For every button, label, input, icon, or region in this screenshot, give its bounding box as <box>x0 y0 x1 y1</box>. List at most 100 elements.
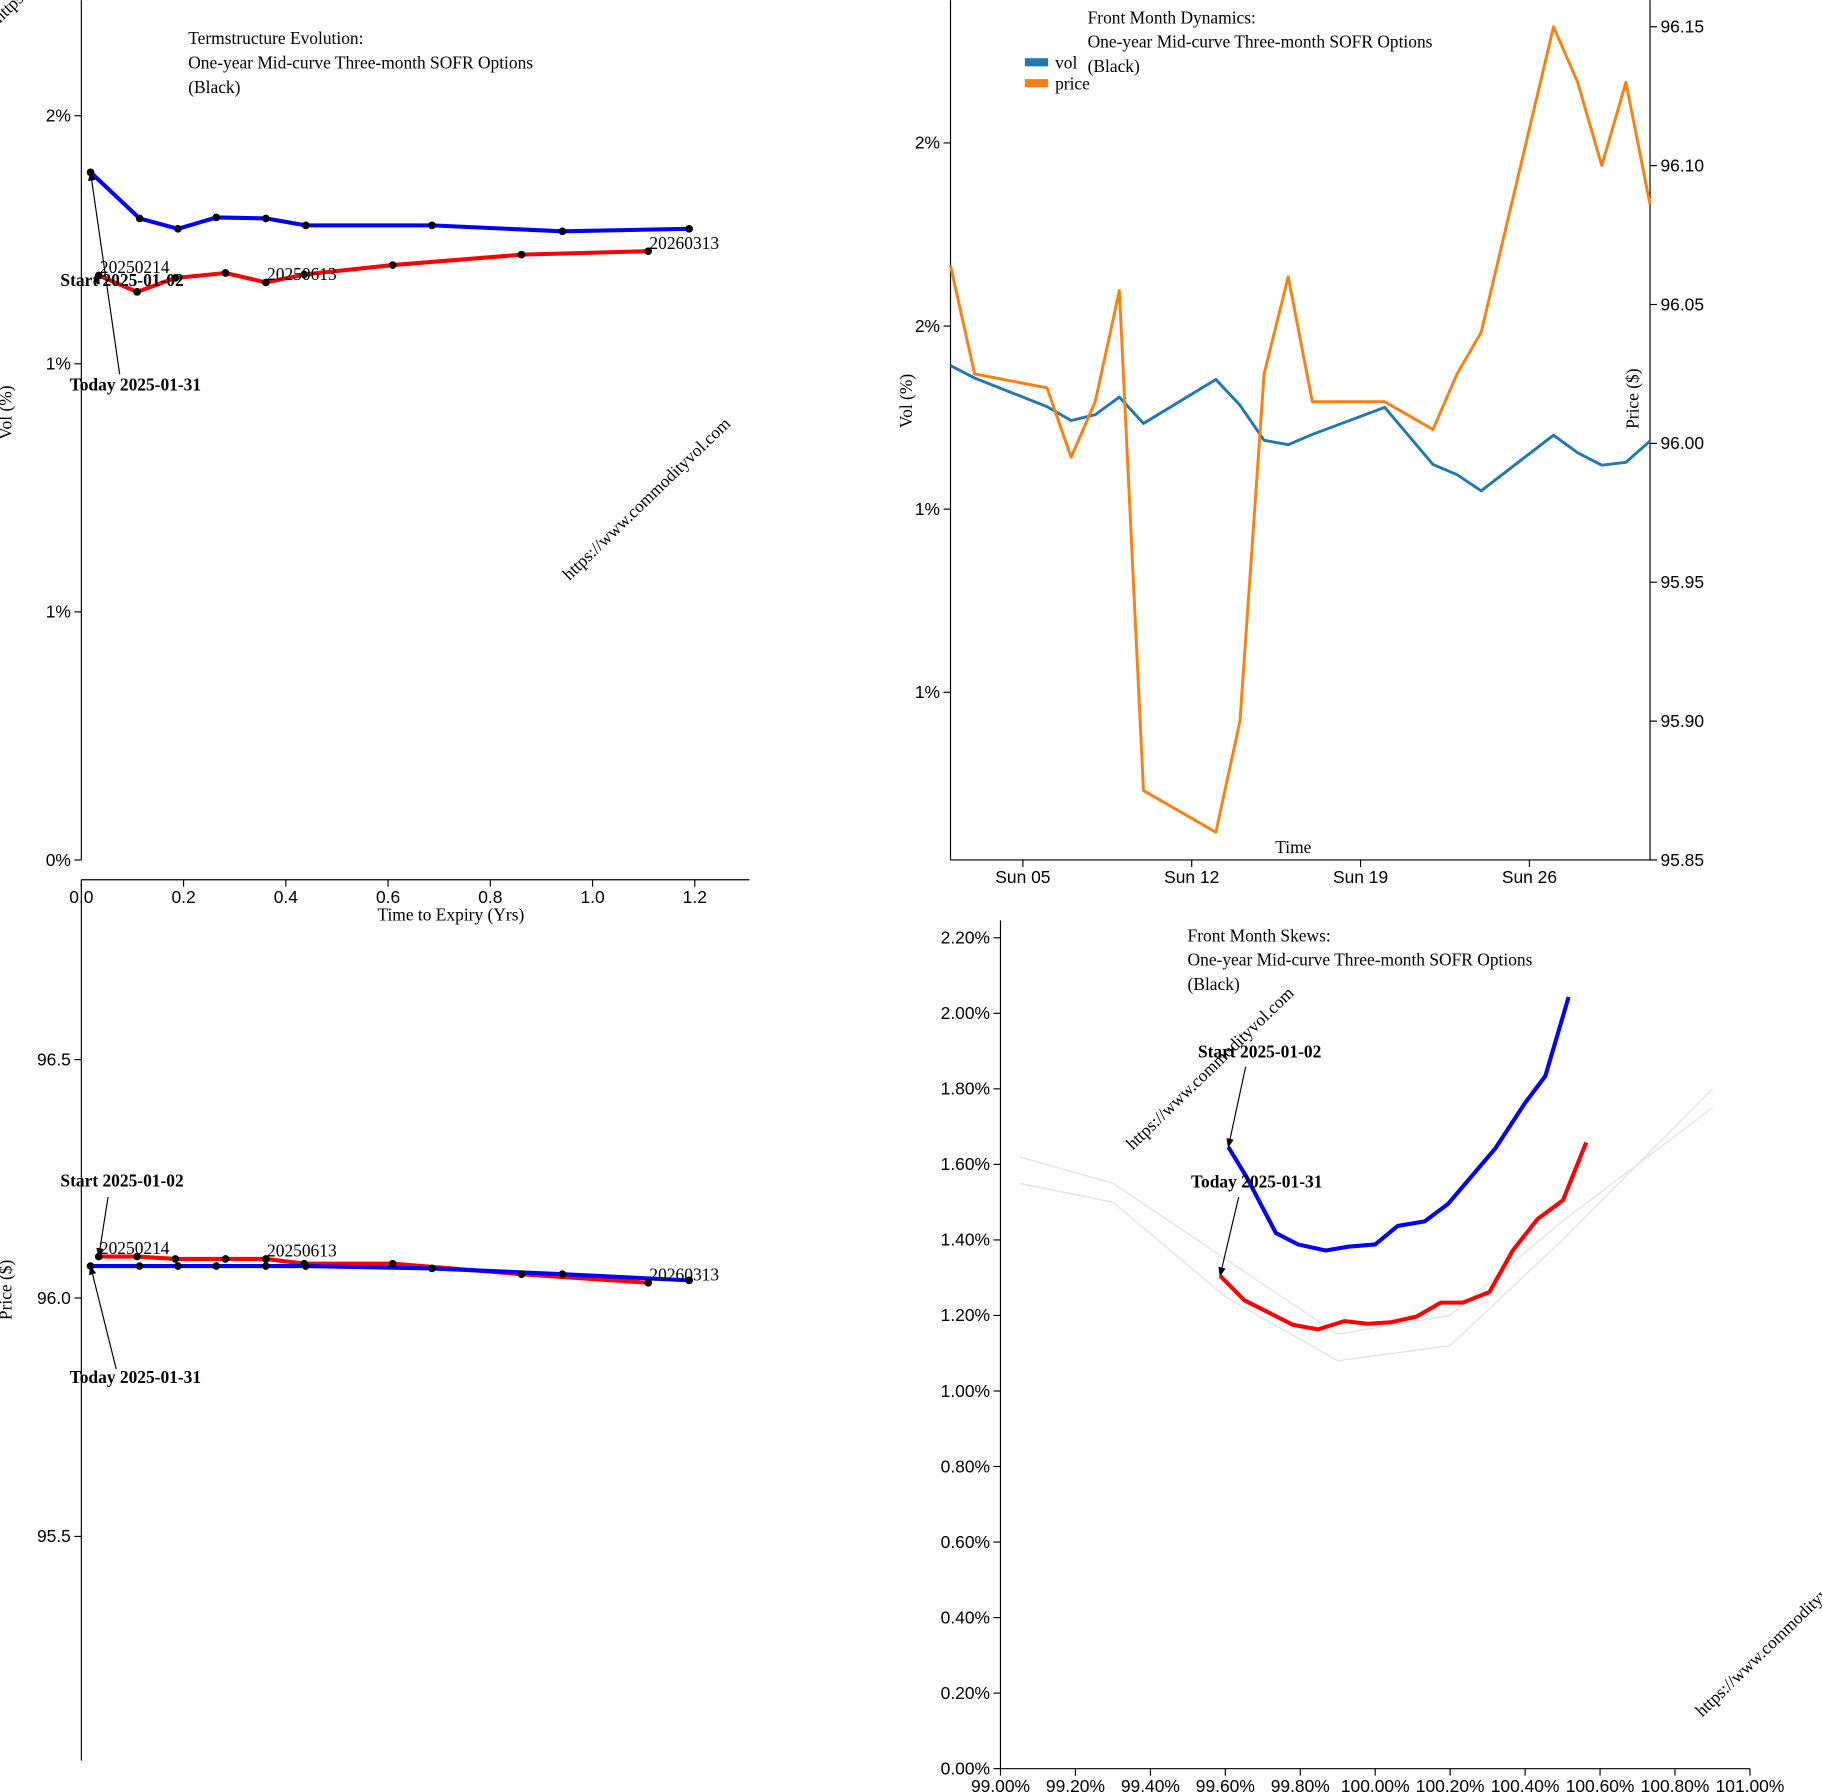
y-tick-label: 1% <box>915 499 940 519</box>
annotation: Today 2025-01-31 <box>1191 1172 1322 1192</box>
chart-title: (Black) <box>1188 974 1240 994</box>
chart-title: One-year Mid-curve Three-month SOFR Opti… <box>1088 32 1433 52</box>
point-marker <box>133 1252 141 1261</box>
annotation: Today 2025-01-31 <box>70 1367 201 1387</box>
y-tick-label: 1.40% <box>941 1230 990 1250</box>
annotation-arrow <box>92 274 100 285</box>
annotation-arrow <box>1226 1066 1247 1148</box>
legend-swatch <box>1024 79 1049 88</box>
point-marker <box>171 274 180 282</box>
title-group: Front Month Skews: One-year Mid-curve Thr… <box>1188 925 1533 994</box>
y2-axis-label: Price ($) <box>1622 368 1642 429</box>
y-axis-label: Vol (%) <box>896 374 916 429</box>
x-tick-label: 1.2 <box>683 887 707 907</box>
point-label: 20260313 <box>649 233 719 253</box>
point-marker <box>174 225 182 233</box>
x-tick-label: 99.40% <box>1121 1776 1180 1792</box>
point-label: 20250613 <box>267 264 337 284</box>
y-tick-label: 1.00% <box>941 1381 990 1401</box>
point-marker <box>262 214 270 223</box>
x-tick-label: 100.80% <box>1641 1776 1710 1792</box>
x-tick-label: Sun 05 <box>995 867 1050 887</box>
y-tick-label: 0.80% <box>941 1456 990 1476</box>
point-marker <box>517 1270 526 1279</box>
legend-label: vol <box>1055 53 1077 73</box>
x-tick-label: 101.00% <box>1716 1776 1785 1792</box>
y-tick-label: 1% <box>915 682 940 702</box>
series-line <box>89 170 690 234</box>
y-tick-label: 1.60% <box>941 1154 990 1174</box>
y-tick-label: 2.20% <box>941 928 990 948</box>
x-tick-label: 0.4 <box>274 887 299 907</box>
point-marker <box>685 1276 693 1285</box>
annotation: Today 2025-01-31 <box>70 375 201 395</box>
annotation-arrow <box>88 1265 117 1370</box>
watermark: https://www.commodityvol.com <box>1122 982 1298 1153</box>
y-tick-label: 2% <box>46 106 71 126</box>
y2-tick-label: 95.95 <box>1660 572 1704 592</box>
point-marker <box>174 1262 182 1270</box>
point-marker <box>558 1270 567 1279</box>
point-marker <box>301 1262 310 1270</box>
title-group: Front Month Dynamics: One-year Mid-curve … <box>1088 7 1433 76</box>
point-marker <box>685 225 693 233</box>
legend-label: price <box>1055 74 1090 94</box>
point-label: 20250214 <box>100 1238 170 1258</box>
x-tick-label: 100.40% <box>1491 1776 1560 1792</box>
point-marker <box>135 214 144 223</box>
y-axis-label: Price ($) <box>0 1260 16 1321</box>
y2-tick-label: 96.05 <box>1660 294 1704 314</box>
point-marker <box>301 221 310 230</box>
point-marker <box>428 1264 436 1273</box>
annotation-arrow <box>88 171 121 375</box>
series-line <box>949 25 1652 834</box>
point-marker <box>262 1255 270 1263</box>
point-marker <box>262 278 270 287</box>
y2-tick-label: 96.15 <box>1660 17 1704 37</box>
y-tick-label: 1% <box>46 354 71 374</box>
x-tick-label: 99.60% <box>1196 1776 1255 1792</box>
point-label: 20250214 <box>100 257 170 277</box>
annotation-arrow <box>1218 1196 1240 1277</box>
series-line <box>949 364 1651 493</box>
series-line <box>1019 1107 1713 1336</box>
annotation: Start 2025-01-02 <box>60 1170 183 1190</box>
y-tick-label: 2% <box>915 133 940 153</box>
chart: 0.00% 0.20% 0.40% 0.60% 0.80% 1.00% 1.20% 1.40%… <box>941 920 1785 1792</box>
point-marker <box>644 1278 653 1287</box>
point-marker <box>212 213 221 222</box>
point-marker <box>300 270 309 279</box>
chart: 95.5 96.0 96.5 Price ($) 20250214 20250613 202… <box>0 883 719 1761</box>
series-line <box>1226 996 1571 1253</box>
x-tick-label: 100.00% <box>1341 1776 1410 1792</box>
y2-tick-label: 95.90 <box>1660 711 1704 731</box>
point-marker <box>517 250 526 259</box>
y-tick-label: 1% <box>46 602 71 622</box>
point-marker <box>388 261 397 269</box>
y-tick-label: 2% <box>915 316 940 336</box>
chart-title: (Black) <box>1088 56 1140 76</box>
watermark: https://www.commodityvol.com <box>0 0 165 26</box>
point-marker <box>558 227 567 236</box>
x-tick-label: 99.00% <box>971 1776 1030 1792</box>
y-tick-label: 0.60% <box>941 1532 990 1552</box>
y-tick-label: 0.20% <box>941 1683 990 1703</box>
annotation: Start 2025-01-02 <box>1198 1042 1321 1062</box>
y-tick-label: 0.00% <box>941 1758 990 1778</box>
chart-title: Termstructure Evolution: <box>188 28 363 48</box>
annotation: Start 2025-01-02 <box>60 270 183 290</box>
x-tick-label: 100.20% <box>1416 1776 1485 1792</box>
chart: 1% 1% 2% 2% 95.85 95.90 95.95 96.00 96.05 96.10 96… <box>896 0 1704 887</box>
x-tick-label: 100.60% <box>1566 1776 1635 1792</box>
point-marker <box>221 269 230 277</box>
x-tick-label: Sun 26 <box>1502 867 1557 887</box>
point-marker <box>171 1255 180 1263</box>
x-tick-label: 1.0 <box>580 887 604 907</box>
x-axis-label: Time to Expiry (Yrs) <box>377 904 524 924</box>
x-tick-label: Sun 19 <box>1333 867 1388 887</box>
watermark: https://www.commodityvol.com <box>1691 1549 1822 1720</box>
series-line <box>98 1254 649 1285</box>
